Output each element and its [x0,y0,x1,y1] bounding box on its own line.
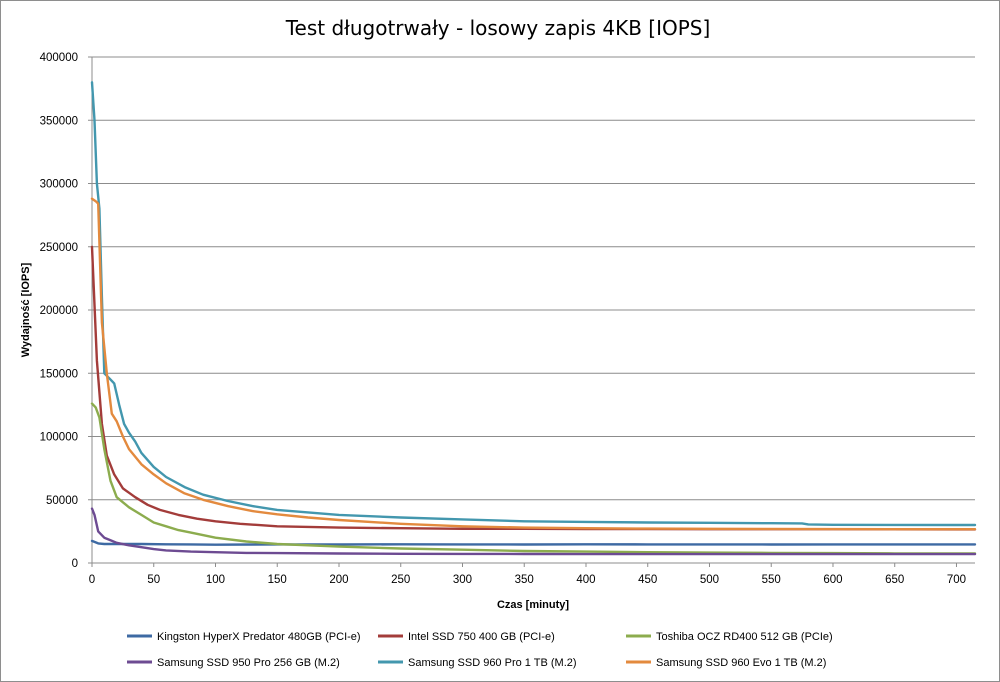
series-lines [90,81,977,556]
x-tick-label: 500 [700,574,719,586]
x-tick-label: 600 [823,574,842,586]
x-tick-label: 400 [576,574,595,586]
y-tick-label: 0 [72,558,78,570]
legend-item: Toshiba OCZ RD400 512 GB (PCIe) [626,631,833,643]
series-line-2 [90,245,977,531]
x-tick-label: 100 [206,574,225,586]
x-tick-label: 350 [515,574,534,586]
x-tick-label: 150 [268,574,287,586]
x-tick-labels: 0 50 100 150 200 250 300 350 400 450 500 550 600 650 7… [89,574,966,586]
series-line-4 [90,507,977,556]
axes [88,56,975,567]
legend-label: Samsung SSD 960 Pro 1 TB (M.2) [408,657,577,669]
series-line-1 [90,539,977,546]
y-tick-label: 200000 [40,305,78,317]
series-line-6 [90,197,977,531]
y-axis-label: Wydajność [IOPS] [20,262,32,357]
x-tick-label: 50 [147,574,160,586]
legend-label: Kingston HyperX Predator 480GB (PCI-e) [157,631,361,643]
series-line-3 [90,402,977,555]
y-tick-label: 150000 [40,368,78,380]
legend-item: Intel SSD 750 400 GB (PCI-e) [378,631,555,643]
legend-label: Samsung SSD 950 Pro 256 GB (M.2) [157,657,340,669]
x-tick-label: 550 [762,574,781,586]
grid-lines [92,56,975,501]
y-tick-label: 300000 [40,179,78,191]
legend-item: Samsung SSD 960 Evo 1 TB (M.2) [626,657,826,669]
legend-label: Samsung SSD 960 Evo 1 TB (M.2) [656,657,826,669]
x-tick-label: 450 [638,574,657,586]
legend-label: Intel SSD 750 400 GB (PCI-e) [408,631,555,643]
y-tick-label: 350000 [40,115,78,127]
x-tick-label: 300 [453,574,472,586]
legend: Kingston HyperX Predator 480GB (PCI-e) In… [127,631,833,669]
series-line-5 [90,81,977,527]
legend-item: Kingston HyperX Predator 480GB (PCI-e) [127,631,361,643]
x-tick-label: 200 [329,574,348,586]
x-tick-label: 700 [947,574,966,586]
legend-item: Samsung SSD 960 Pro 1 TB (M.2) [378,657,577,669]
x-axis-label: Czas [minuty] [497,599,569,611]
legend-item: Samsung SSD 950 Pro 256 GB (M.2) [127,657,340,669]
y-tick-label: 250000 [40,242,78,254]
y-tick-labels: 0 50000 100000 150000 200000 250000 300000 3500… [40,52,78,570]
legend-label: Toshiba OCZ RD400 512 GB (PCIe) [656,631,833,643]
x-tick-label: 0 [89,574,95,586]
y-tick-label: 100000 [40,432,78,444]
x-tick-label: 250 [391,574,410,586]
chart-title: Test długotrwały - losowy zapis 4KB [IOP… [285,16,711,40]
y-tick-label: 50000 [46,495,78,507]
x-tick-label: 650 [885,574,904,586]
y-tick-label: 400000 [40,52,78,64]
